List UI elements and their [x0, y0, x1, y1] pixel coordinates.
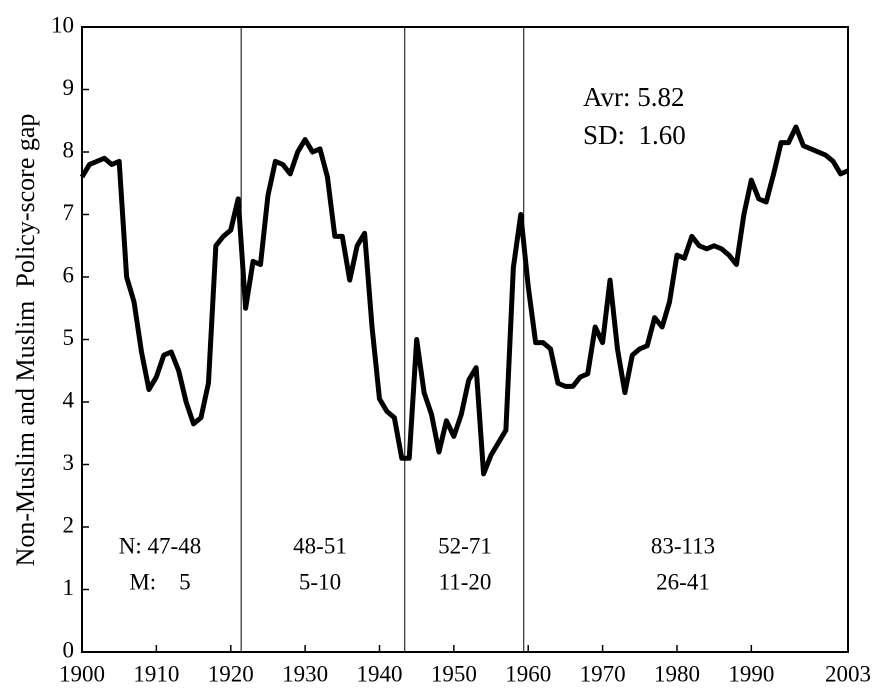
- period-label: 26-41: [656, 569, 710, 594]
- y-tick-label: 5: [63, 325, 75, 350]
- x-tick-label: 1900: [59, 661, 105, 686]
- period-label: 11-20: [439, 569, 492, 594]
- y-tick-label: 7: [63, 200, 75, 225]
- x-tick-label: 1910: [133, 661, 179, 686]
- x-tick-label: 1940: [356, 661, 402, 686]
- y-axis-label: Non-Muslim and Muslim Policy-score gap: [11, 114, 40, 567]
- y-tick-label: 6: [63, 262, 75, 287]
- stat-annotation: SD: 1.60: [583, 120, 686, 150]
- data-line: [79, 124, 849, 477]
- period-label: 5-10: [299, 569, 341, 594]
- y-tick-label: 0: [63, 637, 75, 662]
- y-tick-label: 3: [63, 450, 75, 475]
- x-tick-label: 1920: [208, 661, 254, 686]
- stat-annotation: Avr: 5.82: [583, 82, 685, 112]
- x-tick-label: 1990: [728, 661, 774, 686]
- x-tick-label: 1970: [580, 661, 626, 686]
- period-label: M: 5: [129, 569, 190, 594]
- x-tick-label: 1950: [431, 661, 477, 686]
- y-tick-label: 8: [63, 137, 75, 162]
- y-tick-label: 4: [63, 387, 75, 412]
- x-tick-label: 1980: [654, 661, 700, 686]
- y-tick-label: 9: [63, 75, 75, 100]
- x-tick-label: 1930: [282, 661, 328, 686]
- period-label: 52-71: [438, 533, 492, 558]
- period-label: 83-113: [651, 533, 715, 558]
- period-label: N: 47-48: [119, 533, 201, 558]
- y-tick-label: 10: [51, 12, 74, 37]
- y-tick-label: 2: [63, 512, 75, 537]
- x-tick-label: 1960: [505, 661, 551, 686]
- x-tick-label: 2003: [825, 661, 871, 686]
- period-label: 48-51: [293, 533, 347, 558]
- y-tick-label: 1: [63, 575, 75, 600]
